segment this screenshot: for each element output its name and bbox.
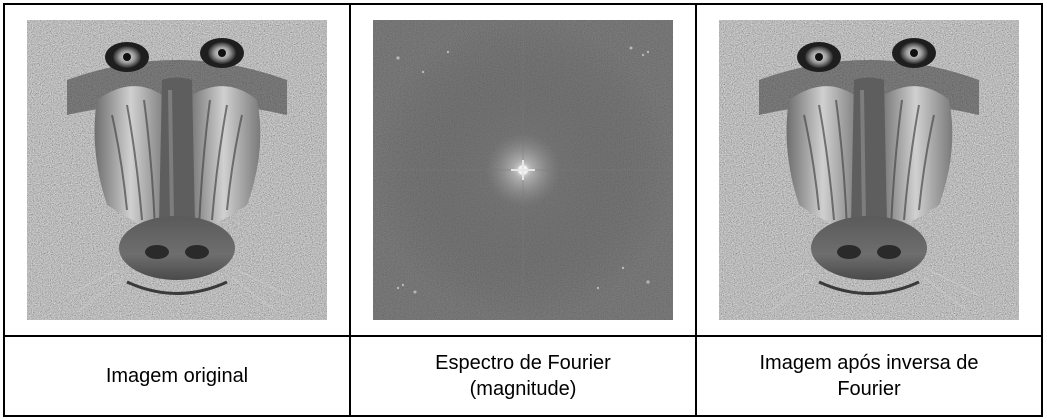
baboon-photo-icon bbox=[27, 20, 327, 320]
caption-original-text: Imagem original bbox=[105, 365, 249, 387]
cell-original-image bbox=[3, 3, 351, 337]
caption-original: Imagem original bbox=[3, 335, 351, 417]
caption-inverse-text: Imagem após inversa de Fourier bbox=[759, 352, 979, 400]
baboon-photo-icon bbox=[719, 20, 1019, 320]
caption-inverse: Imagem após inversa de Fourier bbox=[695, 335, 1043, 417]
cell-inverse-image bbox=[695, 3, 1043, 337]
caption-row: Imagem original Espectro de Fourier (mag… bbox=[3, 335, 1043, 417]
caption-spectrum-text: Espectro de Fourier (magnitude) bbox=[435, 352, 611, 400]
caption-spectrum: Espectro de Fourier (magnitude) bbox=[349, 335, 697, 417]
fourier-spectrum-icon bbox=[373, 20, 673, 320]
comparison-table: Imagem original Espectro de Fourier (mag… bbox=[3, 3, 1043, 417]
cell-fourier-spectrum bbox=[349, 3, 697, 337]
image-row bbox=[3, 3, 1043, 337]
